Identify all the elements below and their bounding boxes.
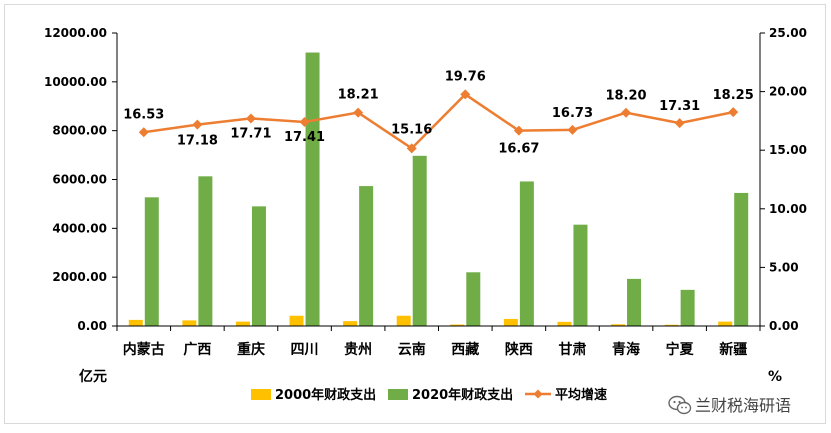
series-2020-bars	[144, 52, 749, 327]
x-tick-label: 四川	[291, 342, 319, 358]
x-tick-label: 重庆	[237, 341, 265, 358]
rate-data-label: 18.20	[605, 89, 646, 104]
y-left-unit: 亿元	[79, 368, 107, 385]
rate-points	[138, 89, 739, 154]
category-labels: 内蒙古 广西 重庆 四川 贵州 云南 西藏 陕西 甘肃 青海 宁夏 新疆	[116, 326, 761, 358]
legend: 2000年财政支出 2020年财政支出 平均增速	[251, 387, 607, 403]
rate-point	[460, 89, 471, 100]
rate-data-label: 18.25	[713, 88, 754, 103]
y-left-tick-label: 8000.00	[52, 124, 107, 138]
bar-2020	[680, 289, 695, 326]
x-tick-label: 西藏	[451, 341, 479, 358]
y-left-tick-label: 0.00	[77, 319, 107, 333]
watermark-text: 兰财税海研语	[695, 396, 791, 415]
legend-label-2020: 2020年财政支出	[412, 387, 513, 403]
x-tick-label: 贵州	[344, 341, 372, 358]
bar-2000	[182, 320, 197, 326]
x-tick-label: 青海	[612, 341, 640, 358]
x-tick-label: 陕西	[505, 341, 533, 358]
chart-frame: 0.00 2000.00 4000.00 6000.00 8000.00 10000.00…	[4, 4, 826, 424]
legend-item-2000: 2000年财政支出	[251, 387, 376, 403]
y-right-tick-label: 25.00	[769, 26, 807, 40]
rate-data-label: 19.76	[445, 69, 486, 84]
x-tick-label: 新疆	[719, 341, 747, 358]
rate-data-label: 17.41	[284, 130, 325, 145]
x-tick-label: 云南	[398, 341, 426, 358]
bar-2020	[251, 206, 266, 326]
wechat-icon	[668, 395, 692, 415]
rate-data-label: 18.21	[338, 88, 379, 103]
series-2000-bars	[128, 315, 733, 326]
rate-data-label: 17.18	[177, 134, 218, 149]
y-right-unit: %	[768, 369, 782, 385]
watermark: 兰财税海研语	[668, 395, 791, 415]
bar-2000	[128, 319, 143, 326]
y-left-tick-label: 12000.00	[44, 26, 107, 40]
bar-2000	[450, 324, 465, 326]
y-right-tick-label: 15.00	[769, 143, 807, 157]
rate-point	[192, 119, 203, 130]
rate-point	[299, 116, 310, 127]
bar-2020	[359, 186, 374, 326]
bar-2020	[627, 278, 642, 326]
bar-2000	[557, 321, 572, 326]
legend-item-rate: 平均增速	[525, 387, 607, 403]
legend-item-2020: 2020年财政支出	[388, 387, 513, 403]
y-left-tick-label: 6000.00	[52, 173, 107, 187]
bar-2020	[305, 52, 320, 327]
bar-2000	[235, 321, 250, 326]
legend-swatch-2000	[251, 389, 271, 400]
x-tick-label: 宁夏	[666, 341, 695, 358]
rate-data-labels: 16.53 17.18 17.71 17.41 18.21 15.16 19.76 16.67…	[123, 69, 754, 156]
bar-2000	[343, 321, 358, 326]
rate-point	[674, 118, 685, 129]
rate-data-label: 16.67	[498, 142, 539, 157]
y-right-tick-label: 20.00	[769, 85, 807, 99]
y-right-tick-label: 0.00	[769, 319, 799, 333]
bar-2020	[573, 224, 588, 326]
y-left-tick-label: 4000.00	[52, 221, 107, 235]
legend-label-rate: 平均增速	[555, 387, 607, 403]
bar-2020	[144, 197, 159, 326]
rate-point	[621, 107, 632, 118]
bar-2000	[611, 324, 626, 326]
legend-swatch-2020	[388, 389, 408, 400]
bar-2000	[396, 315, 411, 326]
chart: 0.00 2000.00 4000.00 6000.00 8000.00 10000.00…	[44, 26, 807, 415]
y-left-tick-label: 2000.00	[52, 270, 107, 284]
y-left-ticks: 0.00 2000.00 4000.00 6000.00 8000.00 10000.00…	[44, 26, 117, 333]
y-right-ticks: 0.00 5.00 10.00 15.00 20.00 25.00	[760, 26, 807, 333]
bar-2000	[664, 324, 679, 326]
rate-point	[138, 127, 149, 138]
bar-2000	[503, 318, 518, 326]
rate-point	[728, 107, 739, 118]
y-left-tick-label: 10000.00	[44, 75, 107, 89]
rate-point	[353, 107, 364, 118]
y-right-tick-label: 10.00	[769, 202, 807, 216]
bar-2020	[519, 181, 534, 326]
bar-2020	[734, 192, 749, 326]
bar-2000	[289, 315, 304, 326]
rate-point	[245, 113, 256, 124]
x-tick-label: 甘肃	[558, 341, 586, 358]
rate-data-label: 16.53	[123, 107, 164, 122]
rate-data-label: 15.16	[391, 122, 432, 137]
legend-label-2000: 2000年财政支出	[275, 387, 376, 403]
rate-data-label: 17.31	[659, 99, 700, 114]
rate-line	[143, 92, 734, 150]
legend-marker-rate	[533, 389, 543, 399]
rate-point	[406, 143, 417, 154]
bar-2020	[466, 272, 481, 326]
x-tick-label: 广西	[183, 341, 211, 358]
rate-data-label: 16.73	[552, 106, 593, 121]
rate-data-label: 17.71	[230, 126, 271, 141]
rate-point	[567, 124, 578, 135]
bar-2000	[718, 321, 733, 326]
bar-2020	[198, 176, 213, 326]
bar-2020	[412, 155, 427, 326]
x-tick-label: 内蒙古	[123, 341, 165, 358]
y-right-tick-label: 5.00	[769, 260, 799, 274]
